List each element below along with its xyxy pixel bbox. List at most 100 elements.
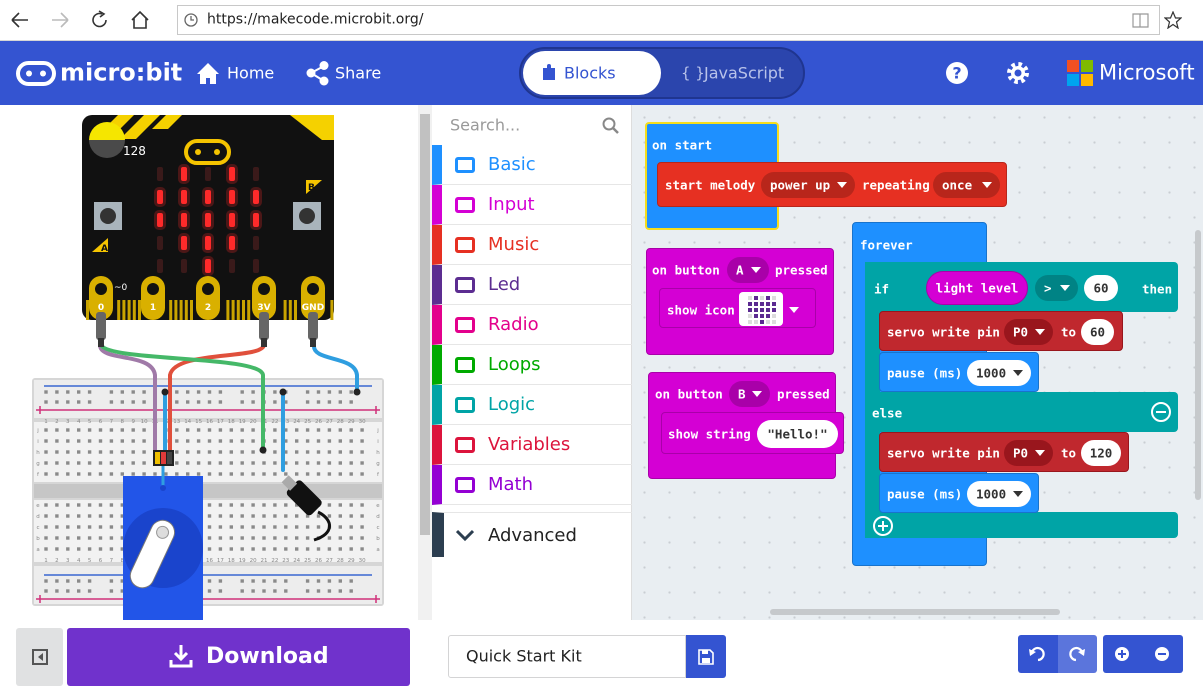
blocks-tab-label[interactable]: Blocks bbox=[564, 63, 616, 83]
hole bbox=[327, 579, 332, 583]
help-button[interactable] bbox=[946, 62, 968, 84]
hole bbox=[44, 461, 48, 465]
hole bbox=[98, 450, 103, 454]
block-field[interactable] bbox=[1081, 319, 1114, 345]
if-block[interactable] bbox=[865, 392, 1178, 432]
category[interactable] bbox=[432, 345, 632, 385]
category[interactable] bbox=[432, 265, 632, 305]
category-name[interactable]: Logic bbox=[488, 394, 536, 416]
search-box[interactable]: Search... bbox=[450, 115, 521, 135]
hole bbox=[240, 547, 244, 551]
brand[interactable]: Microsoft bbox=[1099, 60, 1195, 85]
hole bbox=[284, 472, 288, 476]
category[interactable] bbox=[432, 145, 632, 185]
favorite-icon[interactable] bbox=[1164, 11, 1182, 29]
category[interactable] bbox=[432, 425, 632, 465]
category-name[interactable]: Variables bbox=[488, 434, 571, 456]
column-label: 3 bbox=[66, 419, 70, 425]
nav-share[interactable]: Share bbox=[335, 63, 382, 83]
javascript-tab-label[interactable]: JavaScript bbox=[704, 63, 785, 83]
add-else-button[interactable] bbox=[873, 516, 893, 536]
led bbox=[181, 259, 187, 273]
download-button[interactable] bbox=[67, 628, 410, 686]
hole bbox=[327, 514, 332, 518]
back-button[interactable] bbox=[8, 8, 32, 32]
remove-else-button[interactable] bbox=[1151, 402, 1171, 422]
hole bbox=[284, 579, 288, 583]
project-name-input[interactable] bbox=[448, 635, 686, 678]
category[interactable] bbox=[432, 185, 632, 225]
block-field[interactable] bbox=[1004, 319, 1053, 345]
icon-shape bbox=[1029, 649, 1036, 656]
category[interactable] bbox=[432, 305, 632, 345]
block-field[interactable] bbox=[1035, 275, 1078, 301]
block-field[interactable] bbox=[1081, 440, 1121, 466]
block-label: servo write pin bbox=[887, 324, 1000, 340]
icon-pixel bbox=[748, 320, 752, 324]
logo-icon[interactable] bbox=[15, 60, 57, 88]
javascript-icon[interactable]: { } bbox=[681, 64, 705, 82]
block-field[interactable] bbox=[1084, 275, 1118, 301]
workspace-hscroll[interactable] bbox=[770, 609, 1060, 615]
hole bbox=[305, 536, 310, 540]
row-label: a bbox=[376, 547, 379, 553]
icon-shape bbox=[1118, 650, 1126, 658]
block-field[interactable] bbox=[727, 257, 769, 283]
category-name[interactable]: Basic bbox=[488, 154, 536, 176]
led bbox=[229, 236, 235, 250]
category-name[interactable]: Led bbox=[488, 274, 521, 296]
download-label[interactable]: Download bbox=[206, 643, 329, 669]
if-block[interactable] bbox=[865, 512, 1178, 538]
category-name[interactable]: Input bbox=[488, 194, 535, 216]
hole bbox=[186, 450, 190, 454]
sim-scrollbar-thumb[interactable] bbox=[420, 114, 430, 535]
advanced-category[interactable] bbox=[432, 512, 632, 557]
category-name[interactable]: Radio bbox=[488, 314, 539, 336]
settings-button[interactable] bbox=[1006, 61, 1030, 85]
advanced-name[interactable]: Advanced bbox=[488, 525, 577, 547]
button-b-cap[interactable] bbox=[299, 208, 315, 224]
category-name[interactable]: Math bbox=[488, 474, 534, 496]
reader-icon[interactable] bbox=[1132, 12, 1150, 28]
category-name[interactable]: Loops bbox=[488, 354, 541, 376]
led bbox=[205, 213, 211, 227]
start-melody-block[interactable] bbox=[657, 162, 1007, 207]
redo-button[interactable] bbox=[1058, 635, 1097, 673]
category[interactable] bbox=[432, 385, 632, 425]
category-name[interactable]: Music bbox=[488, 234, 540, 256]
workspace-vscroll[interactable] bbox=[1195, 230, 1201, 500]
column-label: 1 bbox=[44, 419, 48, 425]
column-label: 28 bbox=[337, 558, 344, 564]
project-name[interactable]: Quick Start Kit bbox=[466, 646, 582, 666]
hole bbox=[109, 390, 114, 394]
nav-home[interactable]: Home bbox=[227, 63, 275, 83]
button-a-cap[interactable] bbox=[100, 208, 116, 224]
led-glow bbox=[226, 233, 238, 253]
help-icon[interactable]: ? bbox=[952, 63, 962, 83]
show-icon-block[interactable] bbox=[659, 288, 816, 328]
home-button[interactable] bbox=[128, 8, 152, 32]
category[interactable] bbox=[432, 225, 632, 265]
led bbox=[157, 167, 163, 181]
hole bbox=[349, 400, 353, 404]
refresh-button[interactable] bbox=[88, 8, 112, 32]
block-field[interactable] bbox=[729, 381, 770, 407]
address-bar[interactable] bbox=[177, 5, 1160, 35]
wire bbox=[98, 343, 157, 457]
save-button[interactable] bbox=[686, 635, 726, 678]
home-icon[interactable] bbox=[196, 62, 220, 84]
logo[interactable]: micro:bit bbox=[60, 58, 183, 87]
block-field[interactable] bbox=[757, 420, 838, 448]
undo-button[interactable] bbox=[1018, 635, 1058, 673]
search-icon[interactable] bbox=[601, 116, 619, 134]
hole bbox=[55, 589, 59, 593]
icon-shape bbox=[698, 649, 714, 665]
icon-pixel bbox=[754, 296, 758, 300]
sensor-block[interactable] bbox=[926, 271, 1028, 305]
share-icon[interactable] bbox=[305, 61, 331, 87]
category[interactable] bbox=[432, 465, 632, 505]
hole bbox=[207, 461, 212, 465]
forward-button[interactable] bbox=[48, 8, 72, 32]
hole bbox=[120, 503, 124, 507]
block-field[interactable] bbox=[1004, 440, 1053, 466]
